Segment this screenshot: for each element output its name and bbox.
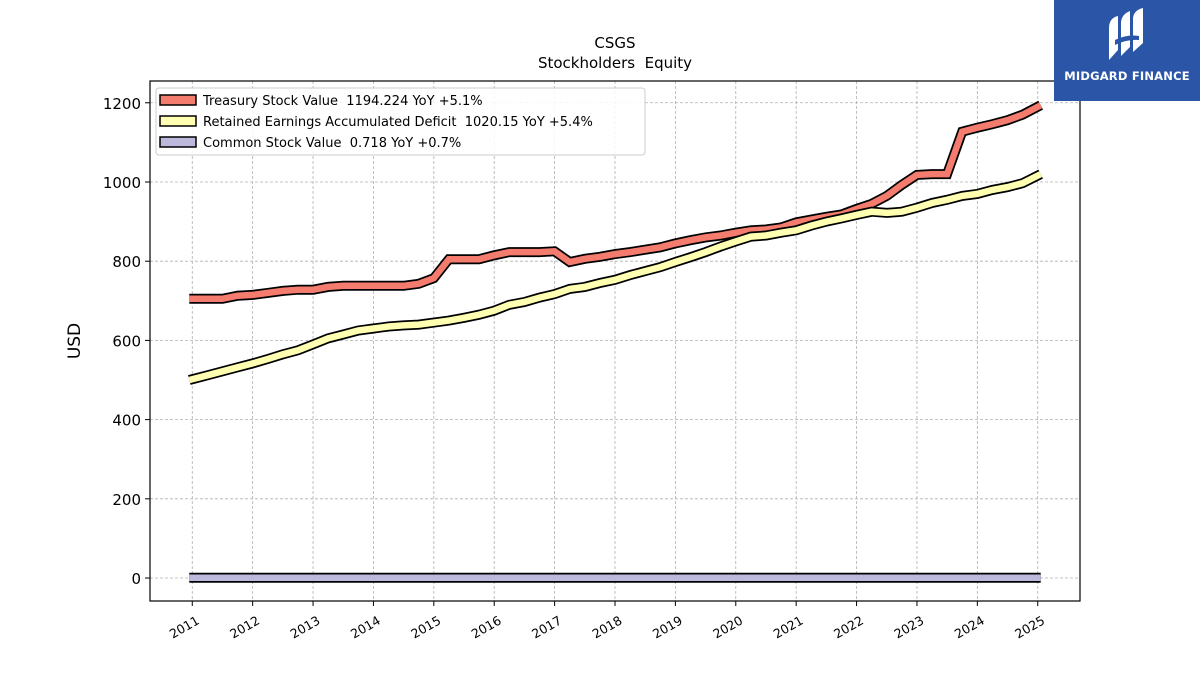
chart-subtitle: Stockholders Equity [538, 54, 692, 72]
x-tick-label: 2013 [288, 613, 323, 642]
legend-label: Common Stock Value 0.718 YoY +0.7% [203, 136, 461, 151]
y-tick-label: 1000 [103, 174, 141, 192]
x-tick-label: 2011 [167, 613, 202, 642]
y-tick-label: 0 [131, 570, 141, 588]
grid [150, 81, 1080, 601]
series-line-1 [188, 171, 1043, 384]
chart-title: CSGS [594, 34, 635, 52]
x-tick-label: 2023 [891, 613, 926, 642]
legend: Treasury Stock Value 1194.224 YoY +5.1% R… [155, 87, 646, 156]
midgard-logo-icon [1109, 8, 1143, 60]
x-tick-label: 2017 [529, 613, 564, 642]
y-ticks: 0 200 400 600 800 1000 1200 [103, 95, 150, 588]
legend-label: Retained Earnings Accumulated Deficit 10… [203, 115, 593, 130]
x-tick-label: 2021 [771, 613, 806, 642]
x-tick-label: 2024 [952, 613, 987, 642]
y-tick-label: 1200 [103, 95, 141, 113]
y-tick-label: 600 [112, 332, 141, 350]
x-ticks: 2011 2012 2013 2014 2015 2016 2017 2018 2019 2020… [167, 601, 1047, 642]
legend-label: Treasury Stock Value 1194.224 YoY +5.1% [202, 94, 483, 109]
brand-logo: MIDGARD FINANCE [1054, 0, 1200, 101]
legend-box [155, 87, 646, 156]
x-tick-label: 2012 [227, 613, 262, 642]
y-tick-label: 800 [112, 253, 141, 271]
x-tick-label: 2015 [408, 613, 443, 642]
x-tick-label: 2018 [589, 613, 624, 642]
series-line-0 [189, 102, 1043, 303]
legend-swatch [159, 94, 197, 106]
logo-text: MIDGARD FINANCE [1064, 69, 1190, 83]
legend-swatch [159, 115, 197, 127]
x-tick-label: 2019 [650, 613, 685, 642]
legend-swatch [159, 136, 197, 148]
x-tick-label: 2016 [469, 613, 504, 642]
x-tick-label: 2020 [710, 613, 745, 642]
x-tick-label: 2014 [348, 613, 383, 642]
series-group [188, 100, 1044, 583]
x-tick-label: 2022 [831, 613, 866, 642]
y-axis-label: USD [65, 323, 85, 359]
y-tick-label: 400 [112, 412, 141, 430]
y-tick-label: 200 [112, 491, 141, 509]
x-tick-label: 2025 [1012, 613, 1047, 642]
